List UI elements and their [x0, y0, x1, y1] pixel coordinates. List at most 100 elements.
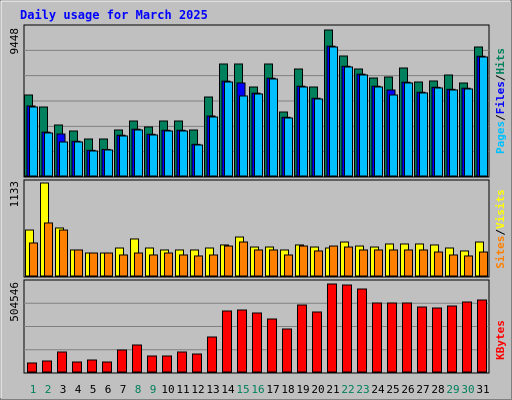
bar	[329, 245, 338, 277]
bar	[104, 149, 113, 177]
bar	[59, 229, 68, 277]
bar	[299, 86, 308, 177]
x-tick-label: 24	[371, 383, 385, 396]
bar	[179, 254, 188, 277]
x-tick-label: 7	[120, 383, 127, 396]
bar	[134, 129, 143, 177]
bar	[209, 116, 218, 177]
bar	[417, 306, 427, 373]
bar	[162, 355, 172, 373]
bar	[389, 94, 398, 177]
x-tick-label: 16	[251, 383, 264, 396]
bar	[479, 251, 488, 277]
bar	[252, 312, 262, 373]
legend: KBytes	[494, 320, 507, 360]
bar	[387, 302, 397, 373]
x-tick-label: 23	[356, 383, 369, 396]
x-tick-label: 15	[236, 383, 249, 396]
x-tick-label: 3	[60, 383, 67, 396]
x-tick-label: 27	[416, 383, 429, 396]
x-tick-label: 30	[461, 383, 474, 396]
x-tick-label: 21	[326, 383, 339, 396]
bar	[359, 249, 368, 277]
legend-entry: Sites	[494, 236, 507, 269]
bar	[104, 252, 113, 277]
bar	[312, 311, 322, 373]
x-tick-label: 17	[266, 383, 279, 396]
bar	[44, 222, 53, 277]
x-tick-label: 25	[386, 383, 399, 396]
chart-title: Daily usage for March 2025	[20, 8, 208, 22]
bar	[327, 283, 337, 373]
bar	[239, 95, 248, 177]
legend-entry: Pages	[494, 121, 507, 154]
bar	[314, 250, 323, 277]
legend-entry: Visits	[494, 189, 507, 229]
bar	[209, 254, 218, 277]
bar	[57, 351, 67, 373]
bar	[269, 78, 278, 177]
bar	[269, 249, 278, 277]
bar	[119, 254, 128, 277]
bar	[59, 141, 68, 177]
bar	[207, 336, 217, 373]
bar	[72, 361, 82, 373]
y-tick-label: 1133	[8, 181, 21, 208]
bar	[314, 98, 323, 177]
bar	[344, 66, 353, 177]
legend-separator: /	[494, 74, 507, 81]
bar	[329, 46, 338, 177]
bar	[404, 249, 413, 277]
bar	[284, 117, 293, 177]
x-tick-label: 29	[446, 383, 459, 396]
bar	[449, 254, 458, 277]
x-tick-label: 28	[431, 383, 444, 396]
bar	[42, 360, 52, 373]
bar	[462, 301, 472, 373]
x-tick-label: 8	[135, 383, 142, 396]
bar	[132, 344, 142, 373]
bar	[267, 318, 277, 373]
bar	[297, 304, 307, 373]
bar	[224, 245, 233, 277]
x-tick-label: 4	[75, 383, 82, 396]
bar	[117, 349, 127, 373]
bar	[404, 82, 413, 177]
bar	[164, 252, 173, 277]
bar	[147, 355, 157, 373]
bar	[419, 249, 428, 277]
legend: Pages/Files/Hits	[494, 48, 507, 154]
bar	[284, 254, 293, 277]
bar	[192, 353, 202, 373]
legend-entry: Hits	[494, 48, 507, 75]
legend-entry: Files	[494, 81, 507, 114]
x-tick-label: 10	[161, 383, 174, 396]
bar	[29, 242, 38, 277]
bar	[239, 241, 248, 277]
x-tick-label: 11	[176, 383, 189, 396]
bar	[447, 305, 457, 373]
bar	[477, 299, 487, 373]
x-tick-label: 18	[281, 383, 294, 396]
bar	[479, 56, 488, 177]
bar	[434, 87, 443, 177]
bar	[27, 362, 37, 373]
bar	[134, 252, 143, 277]
bar	[359, 74, 368, 177]
bar	[89, 252, 98, 277]
bar	[432, 307, 442, 373]
legend-separator: /	[494, 229, 507, 236]
bar	[89, 150, 98, 177]
bar	[177, 351, 187, 373]
bar	[449, 89, 458, 177]
bar	[372, 302, 382, 373]
bar	[254, 249, 263, 277]
bar	[224, 81, 233, 177]
bar	[374, 249, 383, 277]
x-tick-label: 12	[191, 383, 204, 396]
bar	[434, 251, 443, 277]
legend-separator: /	[494, 114, 507, 121]
bar	[237, 309, 247, 373]
bar	[464, 255, 473, 277]
